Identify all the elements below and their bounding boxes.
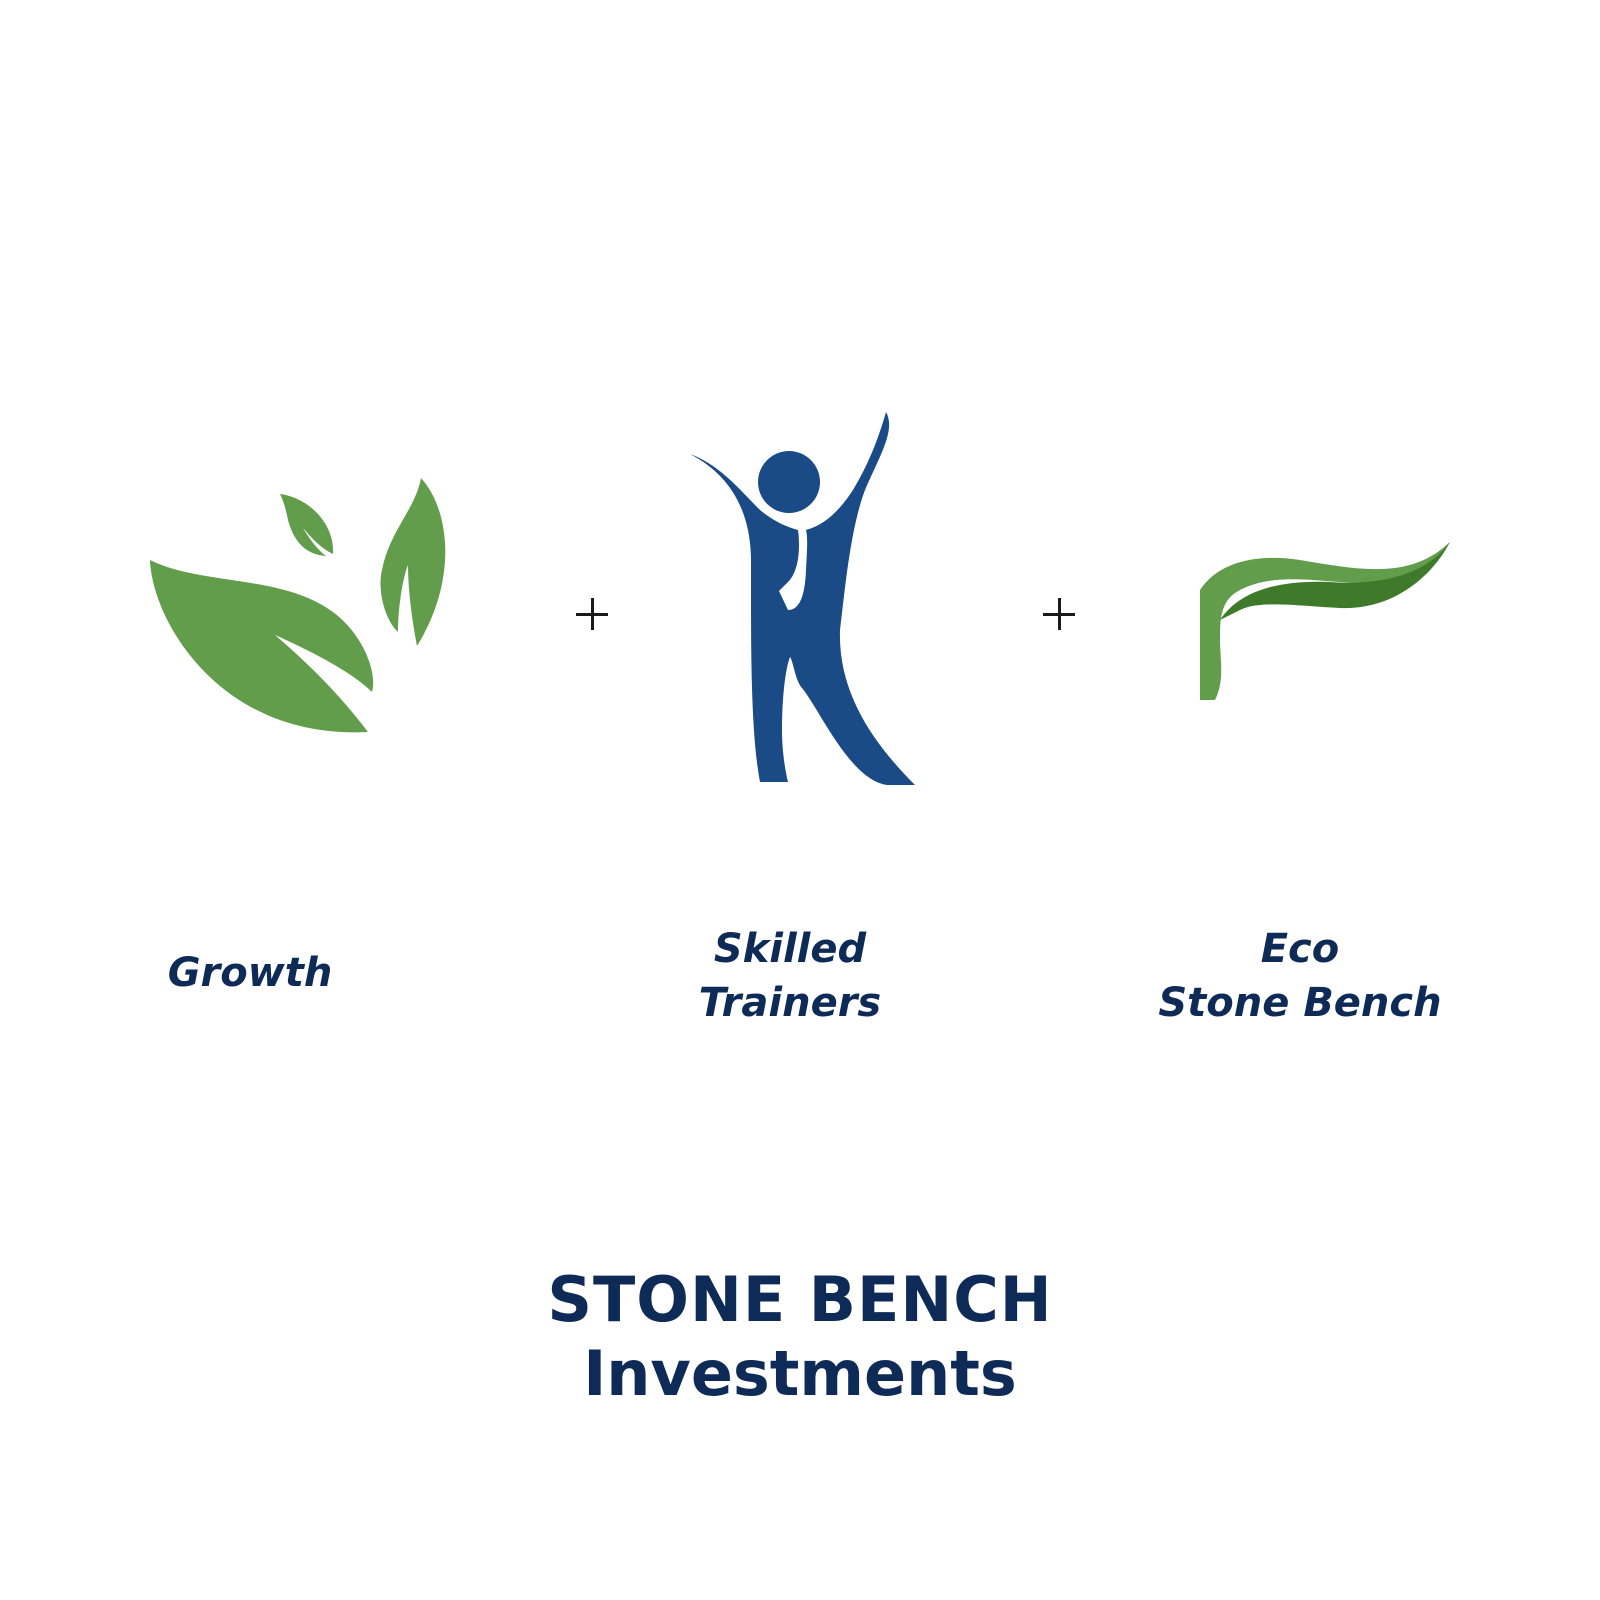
swoosh-shape [1200, 542, 1450, 700]
caption-eco-stone-bench: Eco Stone Bench [1130, 922, 1470, 1030]
swoosh-shadow-shape [1220, 542, 1450, 620]
person-arms-raised-icon [690, 410, 950, 810]
tall-leaf-shape [380, 478, 446, 646]
body-shape [690, 412, 915, 785]
caption-skilled-line2: Trainers [698, 980, 882, 1026]
brand-tagline: Investments [583, 1337, 1017, 1410]
small-leaf-shape [280, 494, 334, 556]
head-shape [758, 451, 820, 513]
large-leaf-shape [150, 560, 374, 733]
caption-skilled-line1: Skilled [713, 926, 867, 972]
caption-growth-text: Growth [167, 950, 333, 996]
caption-growth: Growth [140, 946, 360, 1000]
caption-eco-line2: Stone Bench [1158, 980, 1442, 1026]
leaves-icon [140, 470, 470, 760]
brand-name: STONE BENCH [547, 1263, 1053, 1336]
plus-icon [1043, 598, 1075, 630]
caption-skilled-trainers: Skilled Trainers [640, 922, 940, 1030]
plus-icon [576, 598, 608, 630]
caption-eco-line1: Eco [1260, 926, 1340, 972]
leaf-swoosh-icon [1200, 540, 1460, 720]
